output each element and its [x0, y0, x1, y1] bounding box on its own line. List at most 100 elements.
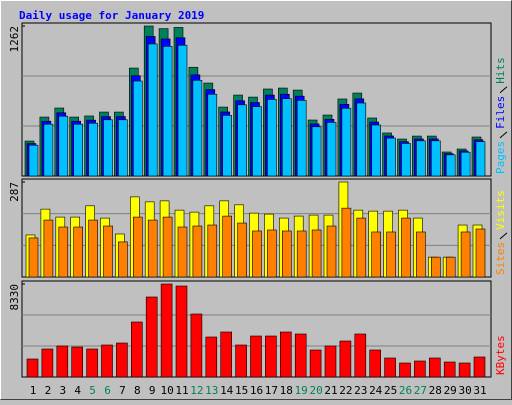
bar — [222, 115, 232, 177]
bar — [341, 107, 352, 177]
bar — [326, 122, 337, 177]
x-tick-label: 21 — [324, 384, 337, 397]
x-tick-label: 14 — [220, 384, 234, 397]
legend-label: Pages — [494, 141, 507, 174]
bar — [371, 231, 382, 278]
bar — [177, 44, 188, 177]
bar — [131, 321, 143, 378]
bar — [309, 349, 322, 378]
bar — [56, 345, 69, 378]
x-tick-label: 17 — [265, 384, 278, 397]
bar — [401, 217, 411, 278]
bar — [430, 256, 441, 278]
x-tick-label: 27 — [414, 384, 427, 397]
x-tick-label: 16 — [250, 384, 263, 397]
bar — [237, 104, 247, 177]
bar — [177, 226, 188, 278]
x-tick-label: 12 — [190, 384, 203, 397]
bar — [162, 46, 173, 177]
bar — [252, 106, 262, 177]
bar — [265, 335, 277, 378]
x-tick-label: 19 — [295, 384, 308, 397]
x-tick-label: 11 — [175, 384, 188, 397]
bar — [281, 230, 292, 278]
bar — [311, 229, 322, 278]
bar — [71, 346, 83, 378]
x-tick-label: 28 — [429, 384, 442, 397]
bar — [133, 80, 143, 177]
bar — [399, 362, 411, 378]
bar — [103, 119, 113, 177]
x-tick-label: 24 — [369, 384, 383, 397]
bar — [207, 93, 218, 177]
bar — [384, 357, 396, 378]
bar — [190, 313, 203, 378]
y-tick-label: 8330 — [8, 284, 21, 311]
bar — [88, 219, 98, 278]
x-tick-label: 3 — [59, 384, 66, 397]
bar — [445, 154, 456, 177]
legend-separator — [499, 232, 508, 240]
bar — [73, 123, 83, 177]
bar — [428, 357, 441, 378]
legend-label: Sites — [494, 242, 507, 275]
bar — [88, 122, 98, 177]
bar — [443, 361, 456, 378]
bar — [28, 237, 39, 278]
x-tick-label: 22 — [339, 384, 352, 397]
bar — [458, 362, 471, 378]
x-tick-label: 13 — [205, 384, 218, 397]
x-tick-label: 5 — [89, 384, 96, 397]
bar — [147, 43, 158, 177]
bar — [296, 230, 307, 278]
bar — [58, 226, 69, 278]
bar — [341, 207, 352, 278]
x-tick-label: 8 — [134, 384, 141, 397]
bar — [324, 345, 337, 378]
bar — [386, 137, 396, 177]
bar — [354, 333, 367, 378]
bar — [445, 256, 456, 278]
legend-label: Files — [494, 96, 507, 129]
bar — [28, 144, 39, 177]
x-tick-label: 15 — [235, 384, 248, 397]
bar — [296, 100, 307, 177]
bar — [267, 99, 277, 177]
bar — [460, 151, 471, 177]
bar — [118, 241, 128, 278]
bar — [326, 225, 337, 278]
bar — [133, 216, 143, 278]
chart-title: Daily usage for January 2019 — [19, 9, 204, 22]
bar — [356, 217, 367, 278]
bar — [192, 80, 203, 177]
bar — [145, 296, 158, 378]
bar — [414, 360, 426, 378]
x-tick-label: 7 — [119, 384, 126, 397]
bar — [294, 333, 307, 378]
bar — [281, 98, 292, 177]
bar — [192, 225, 203, 278]
bar — [220, 331, 232, 378]
x-tick-label: 6 — [104, 384, 111, 397]
bar — [267, 229, 277, 278]
bar — [86, 348, 98, 378]
y-tick-label: 287 — [8, 182, 21, 202]
x-tick-label: 23 — [354, 384, 367, 397]
x-tick-label: 31 — [473, 384, 486, 397]
bar — [73, 226, 83, 278]
bar — [416, 231, 426, 278]
bar — [116, 342, 128, 378]
bar — [250, 335, 262, 378]
x-tick-label: 20 — [309, 384, 322, 397]
bar — [416, 140, 426, 177]
x-tick-label: 18 — [280, 384, 293, 397]
bar — [41, 348, 54, 378]
bar — [43, 219, 54, 278]
legend-label: Visits — [494, 190, 507, 230]
bar — [43, 123, 54, 177]
bar — [237, 222, 247, 278]
bar — [311, 126, 322, 177]
